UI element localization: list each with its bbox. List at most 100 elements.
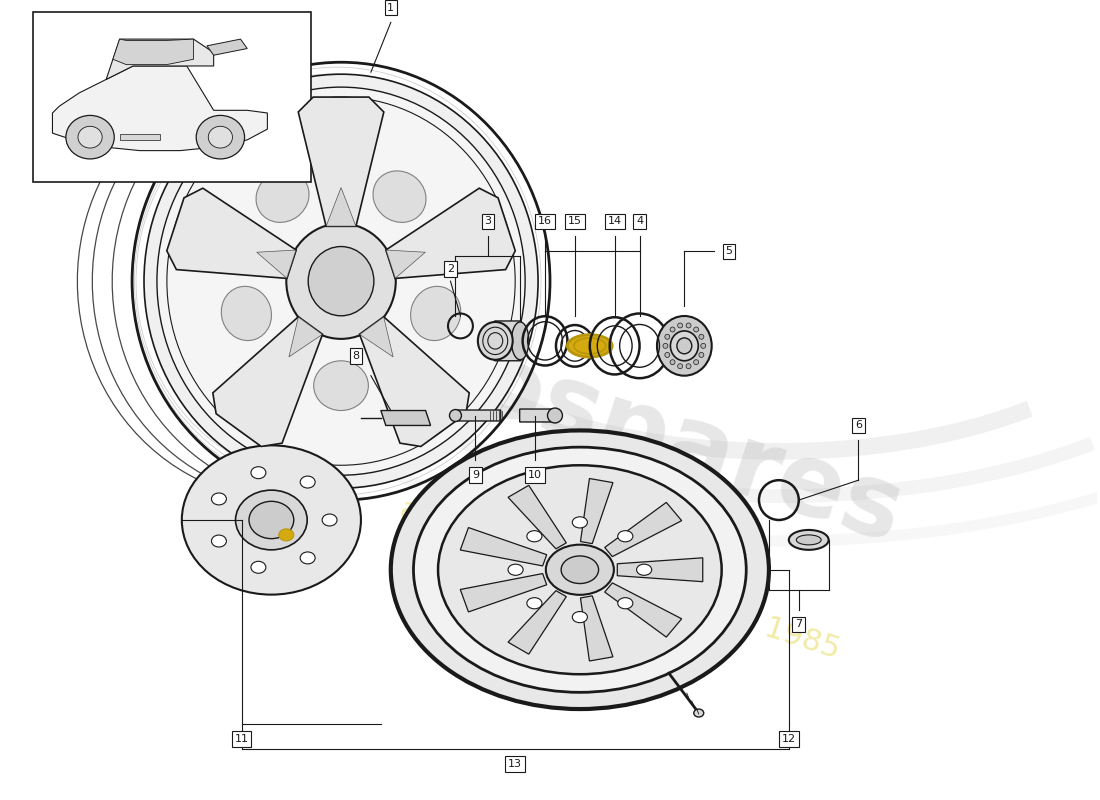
Ellipse shape — [548, 408, 562, 423]
Polygon shape — [605, 583, 682, 637]
Ellipse shape — [701, 343, 706, 348]
Text: 13: 13 — [508, 758, 522, 769]
Polygon shape — [360, 317, 470, 446]
Ellipse shape — [322, 514, 337, 526]
Ellipse shape — [414, 447, 746, 692]
Text: 14: 14 — [607, 217, 621, 226]
Ellipse shape — [698, 353, 704, 358]
Ellipse shape — [438, 466, 722, 674]
Text: 15: 15 — [568, 217, 582, 226]
Ellipse shape — [314, 361, 369, 410]
Ellipse shape — [694, 360, 698, 365]
FancyBboxPatch shape — [519, 409, 556, 422]
Polygon shape — [381, 410, 430, 426]
Ellipse shape — [657, 316, 712, 376]
Text: 3: 3 — [484, 217, 492, 226]
Polygon shape — [386, 250, 426, 278]
Ellipse shape — [249, 502, 294, 538]
Ellipse shape — [789, 530, 828, 550]
Ellipse shape — [678, 323, 683, 328]
Ellipse shape — [308, 246, 374, 316]
Ellipse shape — [477, 322, 513, 360]
Ellipse shape — [410, 286, 461, 341]
Bar — [73, 133, 107, 140]
Ellipse shape — [278, 529, 294, 541]
Polygon shape — [581, 478, 613, 544]
Ellipse shape — [196, 115, 244, 159]
Ellipse shape — [390, 430, 769, 709]
Text: 4: 4 — [636, 217, 644, 226]
Text: 6: 6 — [855, 421, 862, 430]
Polygon shape — [605, 502, 682, 557]
Text: 2: 2 — [447, 264, 454, 274]
Ellipse shape — [698, 334, 704, 339]
Polygon shape — [617, 558, 703, 582]
Text: eurospares: eurospares — [284, 277, 915, 564]
Polygon shape — [460, 574, 547, 612]
Ellipse shape — [670, 327, 675, 332]
Ellipse shape — [546, 545, 614, 595]
Polygon shape — [508, 486, 566, 549]
Text: 10: 10 — [528, 470, 542, 480]
Ellipse shape — [221, 286, 272, 341]
Bar — [120, 134, 160, 140]
Ellipse shape — [144, 74, 538, 488]
Text: 16: 16 — [538, 217, 552, 226]
Polygon shape — [212, 317, 322, 446]
FancyBboxPatch shape — [494, 321, 521, 361]
Polygon shape — [386, 188, 515, 278]
Ellipse shape — [211, 535, 227, 547]
Ellipse shape — [66, 115, 114, 159]
Polygon shape — [256, 250, 296, 278]
Polygon shape — [360, 317, 393, 357]
Text: 12: 12 — [782, 734, 796, 744]
Polygon shape — [113, 39, 194, 65]
Ellipse shape — [300, 552, 315, 564]
Ellipse shape — [663, 343, 668, 348]
Polygon shape — [326, 187, 356, 226]
Ellipse shape — [618, 530, 632, 542]
Ellipse shape — [373, 171, 426, 222]
Ellipse shape — [512, 322, 529, 360]
Polygon shape — [167, 188, 296, 278]
Ellipse shape — [211, 493, 227, 505]
Polygon shape — [508, 590, 566, 654]
Ellipse shape — [527, 530, 542, 542]
Ellipse shape — [568, 334, 613, 357]
Ellipse shape — [796, 535, 822, 545]
Text: 9: 9 — [472, 470, 478, 480]
Ellipse shape — [235, 490, 307, 550]
Ellipse shape — [664, 353, 670, 358]
Polygon shape — [107, 39, 213, 79]
Text: 11: 11 — [234, 734, 249, 744]
Ellipse shape — [157, 87, 525, 475]
Text: 8: 8 — [352, 350, 360, 361]
Ellipse shape — [208, 126, 232, 148]
Ellipse shape — [670, 331, 698, 361]
Bar — [33, 13, 311, 182]
Ellipse shape — [508, 564, 524, 575]
Ellipse shape — [251, 562, 266, 574]
Ellipse shape — [182, 446, 361, 594]
Text: 7: 7 — [795, 619, 802, 630]
Text: a passion for parts since 1985: a passion for parts since 1985 — [396, 494, 844, 665]
Text: 1: 1 — [387, 2, 394, 13]
Polygon shape — [460, 527, 547, 566]
Ellipse shape — [450, 410, 461, 422]
Polygon shape — [298, 97, 384, 226]
Polygon shape — [53, 66, 267, 150]
Polygon shape — [207, 39, 248, 55]
Ellipse shape — [670, 360, 675, 365]
Ellipse shape — [678, 364, 683, 369]
Ellipse shape — [637, 564, 651, 575]
Ellipse shape — [300, 476, 315, 488]
Ellipse shape — [286, 223, 396, 339]
Ellipse shape — [694, 327, 698, 332]
Ellipse shape — [78, 126, 102, 148]
Ellipse shape — [561, 556, 598, 583]
Ellipse shape — [686, 364, 691, 369]
Ellipse shape — [256, 171, 309, 222]
Ellipse shape — [572, 517, 587, 528]
Ellipse shape — [676, 338, 692, 354]
Ellipse shape — [527, 598, 542, 609]
